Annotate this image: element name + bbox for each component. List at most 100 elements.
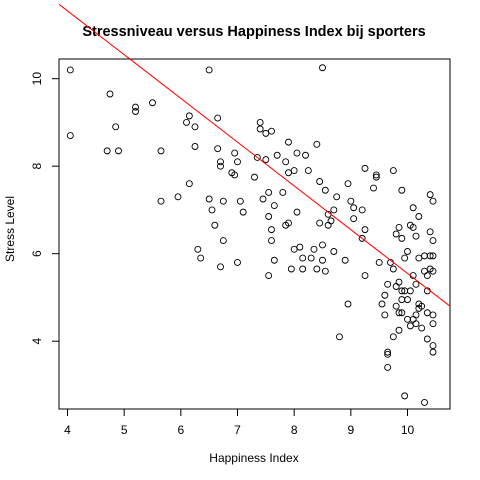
data-point: [404, 315, 411, 323]
data-point: [409, 223, 417, 231]
y-tick-label: 6: [30, 250, 44, 257]
data-point: [426, 252, 434, 260]
x-tick-label: 8: [291, 423, 298, 437]
data-point: [194, 245, 202, 253]
data-point: [347, 197, 355, 205]
chart-title: Stressniveau versus Happiness Index bij …: [82, 24, 425, 40]
y-axis: 4 6 8 10: [30, 72, 59, 345]
data-points: [66, 64, 437, 406]
data-point: [398, 287, 406, 295]
data-point: [132, 108, 139, 115]
data-point: [372, 171, 380, 179]
data-point: [392, 230, 400, 238]
y-tick-label: 8: [30, 163, 44, 170]
data-point: [214, 145, 222, 153]
data-point: [316, 178, 324, 185]
data-point: [270, 256, 278, 264]
data-point: [293, 149, 301, 157]
data-point: [398, 309, 406, 317]
data-point: [316, 219, 324, 227]
x-tick-label: 7: [234, 423, 241, 437]
data-point: [370, 184, 377, 192]
data-point: [384, 350, 392, 358]
data-point: [327, 217, 335, 225]
x-axis: 4 5 6 7 8 9 10: [64, 409, 414, 437]
data-point: [330, 248, 338, 255]
data-point: [217, 158, 224, 166]
data-point: [429, 311, 437, 319]
data-point: [361, 164, 369, 172]
data-point: [423, 335, 431, 343]
data-point: [66, 132, 74, 140]
data-point: [330, 206, 338, 214]
data-point: [333, 193, 341, 201]
data-point: [406, 287, 414, 295]
data-point: [319, 241, 326, 249]
data-point: [429, 348, 437, 356]
data-point: [358, 206, 366, 214]
data-point: [265, 188, 273, 196]
data-point: [259, 195, 267, 203]
regression-line: [58, 3, 451, 307]
data-point: [185, 180, 193, 188]
data-point: [285, 138, 292, 146]
data-point: [256, 125, 264, 133]
data-point: [344, 300, 352, 308]
data-point: [205, 195, 213, 203]
data-point: [378, 300, 386, 308]
data-point: [336, 333, 343, 341]
data-point: [319, 64, 326, 72]
data-point: [185, 112, 193, 120]
data-point: [415, 254, 423, 262]
data-point: [208, 206, 216, 214]
data-point: [299, 254, 307, 262]
plot-frame: [58, 58, 451, 410]
data-point: [214, 114, 222, 122]
data-point: [313, 140, 321, 148]
data-point: [404, 296, 411, 304]
data-point: [310, 245, 318, 253]
data-point: [219, 237, 227, 245]
data-point: [290, 245, 298, 253]
data-point: [321, 267, 329, 275]
data-point: [236, 197, 244, 205]
data-point: [183, 118, 190, 126]
data-point: [304, 167, 312, 175]
data-point: [423, 309, 431, 317]
data-point: [384, 348, 392, 356]
x-tick-label: 5: [121, 423, 128, 437]
data-point: [103, 147, 111, 155]
data-point: [66, 66, 74, 74]
data-point: [401, 254, 409, 262]
data-point: [231, 149, 239, 157]
data-point: [265, 213, 273, 220]
data-point: [282, 158, 290, 166]
data-point: [268, 226, 275, 234]
x-axis-label: Happiness Index: [209, 451, 298, 465]
data-point: [341, 256, 349, 264]
data-point: [375, 258, 383, 266]
data-point: [398, 234, 406, 242]
data-point: [361, 226, 369, 234]
data-point: [395, 223, 403, 231]
x-tick-label: 9: [347, 423, 354, 437]
data-point: [268, 237, 275, 245]
data-point: [231, 171, 239, 179]
y-tick-label: 4: [30, 338, 44, 345]
x-tick-label: 10: [401, 423, 415, 437]
data-point: [423, 272, 431, 280]
data-point: [429, 320, 437, 328]
data-point: [398, 296, 406, 304]
data-point: [389, 333, 397, 341]
data-point: [429, 197, 437, 205]
data-point: [265, 272, 273, 280]
y-axis-label: Stress Level: [3, 196, 17, 262]
data-point: [321, 186, 329, 194]
data-point: [262, 156, 270, 164]
data-point: [205, 66, 213, 74]
data-point: [389, 265, 397, 273]
data-point: [392, 302, 400, 310]
data-point: [299, 265, 307, 273]
data-point: [429, 342, 437, 350]
